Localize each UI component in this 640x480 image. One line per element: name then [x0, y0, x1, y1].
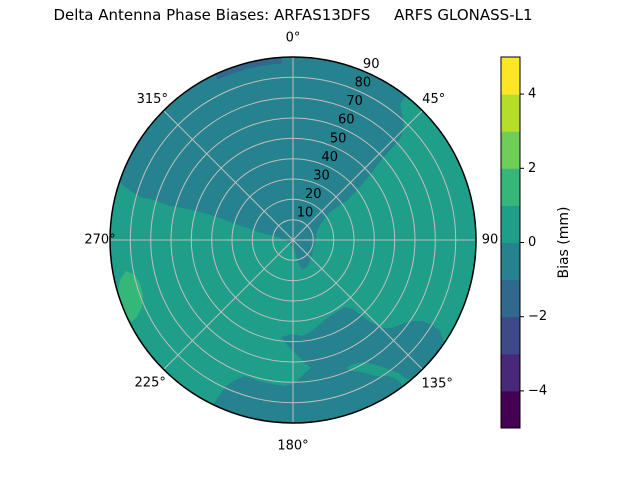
angular-tick-label: 315°: [137, 92, 168, 107]
radial-tick-label: 80: [355, 76, 372, 91]
radial-tick-label: 20: [305, 187, 322, 202]
colorbar-band: [501, 168, 520, 206]
colorbar-band: [501, 390, 520, 429]
upper-sky-region: [119, 57, 406, 270]
colorbar-band: [501, 205, 520, 243]
angular-tick-label: 135°: [422, 377, 453, 392]
angular-gridline: [292, 239, 423, 370]
polar-outline: [109, 56, 477, 424]
colorbar-tick-label: 0: [528, 235, 536, 250]
radial-tick-label: 40: [322, 150, 339, 165]
colorbar: 4 2 0 −2 −4 Bias (mm): [500, 56, 572, 429]
radial-tick-label: 90: [363, 57, 380, 72]
angular-gridline: [163, 110, 294, 241]
southeast-blob-region: [281, 307, 444, 379]
angular-tick-label: 270°: [84, 233, 115, 248]
radial-tick-label: 10: [297, 206, 314, 221]
colorbar-band: [501, 353, 520, 392]
angular-tick-label: 90: [482, 233, 499, 248]
angular-tick-label: 45°: [422, 92, 445, 107]
colorbar-tick-label: −2: [528, 309, 547, 324]
angular-tick-label: 0°: [286, 31, 301, 46]
colorbar-band: [501, 279, 520, 318]
radial-tick-label: 30: [313, 168, 330, 183]
north-rim-sliver-region: [215, 57, 282, 80]
colorbar-axis-label: Bias (mm): [556, 206, 572, 278]
angular-tick-label: 225°: [135, 375, 166, 390]
angular-gridline: [292, 110, 423, 241]
colorbar-band: [501, 131, 520, 169]
colorbar-tick-label: 4: [528, 87, 536, 102]
radial-tick-label: 60: [338, 113, 355, 128]
colorbar-band: [501, 242, 520, 281]
angular-gridline: [163, 239, 294, 370]
colorbar-band: [501, 316, 520, 355]
colorbar-band: [501, 57, 520, 95]
south-rim-band-region: [212, 360, 404, 423]
chart-title: Delta Antenna Phase Biases: ARFAS13DFS A…: [53, 6, 533, 24]
radial-tick-label: 70: [346, 94, 363, 109]
radial-tick-label: 50: [330, 131, 347, 146]
colorbar-band: [501, 94, 520, 132]
colorbar-tick-label: −4: [528, 383, 547, 398]
polar-grid: [110, 57, 476, 423]
angular-tick-label: 180°: [277, 439, 308, 454]
colorbar-tick-label: 2: [528, 161, 536, 176]
